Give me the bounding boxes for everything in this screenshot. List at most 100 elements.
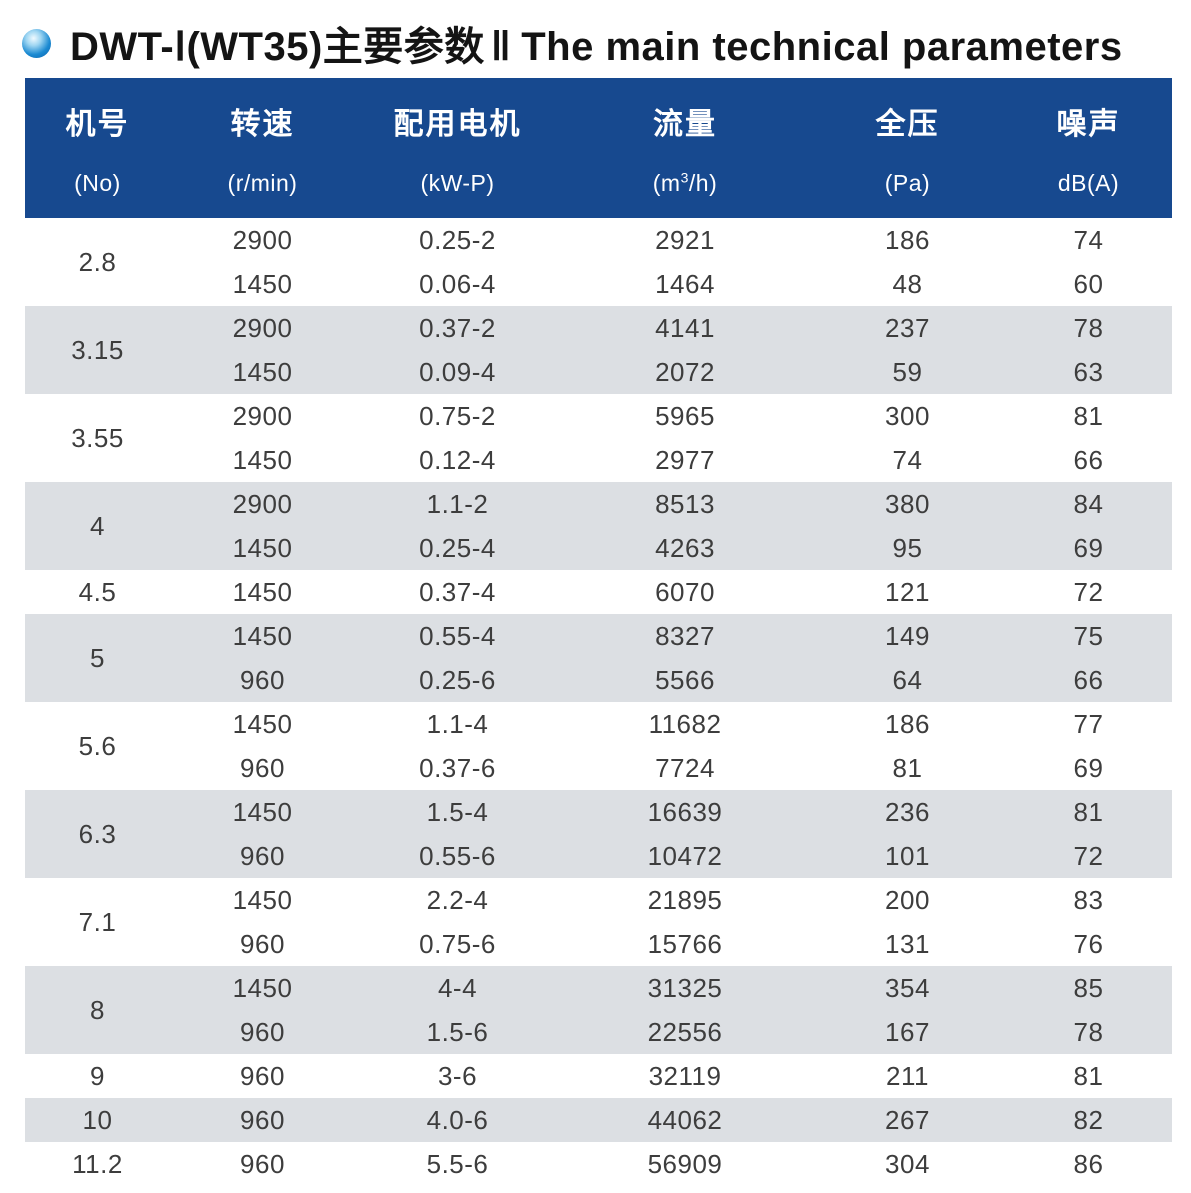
airflow-cell: 2072 [560, 350, 810, 394]
table-row: 4 2900 1.1-2 8513 380 84 [25, 482, 1172, 570]
airflow-cell: 7724 [655, 752, 715, 783]
motor-cell: 4-4 [355, 966, 560, 1010]
noise-cell: 69 [1073, 752, 1104, 783]
col-header-airflow-zh: 流量 [653, 108, 717, 141]
motor-cell: 0.55-4 [355, 614, 560, 658]
speed-cell: 960 [240, 1148, 285, 1179]
col-header-noise: 噪声 dB(A) [1005, 78, 1172, 218]
page-title-en: The main technical parameters [521, 25, 1123, 69]
col-header-airflow: 流量 (m3/h) [560, 78, 810, 218]
page-title: DWT-Ⅰ(WT35)主要参数 ‖ The main technical param… [70, 14, 1123, 72]
airflow-cell: 4141 [560, 306, 810, 350]
table-row: 960 0.75-6 15766 131 76 [25, 922, 1172, 966]
speed-cell: 1450 [232, 444, 293, 475]
noise-cell: 72 [1005, 834, 1172, 878]
speed-cell: 1450 [170, 526, 355, 570]
table-row: 7.1 1450 2.2-4 21895 200 83 [25, 878, 1172, 937]
pressure-cell: 95 [810, 526, 1005, 570]
pressure-cell: 131 [885, 928, 930, 959]
fan-size-cell: 8 [25, 966, 170, 1054]
noise-cell: 69 [1005, 526, 1172, 570]
table-body: 2.8 2900 0.25-2 2921 186 74 1450 0.06-4 1464 48 60… [25, 218, 1172, 1186]
title-divider: ‖ [490, 23, 512, 71]
motor-cell: 4.0-6 [355, 1098, 560, 1142]
pressure-cell: 121 [885, 576, 930, 607]
motor-cell: 0.55-6 [355, 834, 560, 878]
motor-cell: 0.25-2 [419, 224, 496, 255]
noise-cell: 60 [1073, 268, 1104, 299]
noise-cell: 66 [1005, 658, 1172, 702]
airflow-cell: 32119 [648, 1060, 722, 1091]
table-row: 1450 0.25-4 4263 95 69 [25, 526, 1172, 570]
motor-cell: 1.5-4 [355, 790, 560, 834]
table-header: 机号 (No) 转速 (r/min) 配用电机 (kW-P) 流量 (m3/h)… [25, 78, 1172, 218]
pressure-cell: 304 [885, 1148, 930, 1179]
noise-cell: 81 [1073, 400, 1104, 431]
airflow-cell: 10472 [560, 834, 810, 878]
pressure-cell: 236 [810, 790, 1005, 834]
speed-cell: 960 [170, 1010, 355, 1054]
pressure-cell: 48 [892, 268, 923, 299]
motor-cell: 0.12-4 [419, 444, 496, 475]
airflow-cell: 2977 [655, 444, 715, 475]
airflow-cell: 4263 [560, 526, 810, 570]
airflow-cell: 8513 [560, 482, 810, 526]
airflow-cell: 21895 [647, 884, 723, 915]
speed-cell: 960 [170, 1098, 355, 1142]
col-header-speed-zh: 转速 [230, 108, 295, 141]
noise-cell: 74 [1073, 224, 1104, 255]
speed-cell: 1450 [232, 576, 293, 607]
col-header-airflow-unit: (m3/h) [652, 169, 718, 196]
col-header-pressure: 全压 (Pa) [810, 78, 1005, 218]
col-header-noise-zh: 噪声 [1056, 108, 1121, 141]
airflow-cell: 31325 [560, 966, 810, 1010]
speed-cell: 960 [240, 928, 285, 959]
pressure-cell: 74 [892, 444, 923, 475]
table-row: 960 1.5-6 22556 167 78 [25, 1010, 1172, 1054]
fan-size-cell: 4 [25, 482, 170, 570]
col-header-speed-unit: (r/min) [227, 170, 298, 196]
table-row: 1450 0.09-4 2072 59 63 [25, 350, 1172, 394]
noise-cell: 82 [1005, 1098, 1172, 1142]
col-header-pressure-zh: 全压 [875, 108, 940, 141]
speed-cell: 1450 [232, 268, 293, 299]
pressure-cell: 167 [810, 1010, 1005, 1054]
noise-cell: 78 [1005, 1010, 1172, 1054]
noise-cell: 86 [1073, 1148, 1104, 1179]
table-row: 4.5 1450 0.37-4 6070 121 72 [25, 570, 1172, 614]
speed-cell: 1450 [170, 966, 355, 1010]
table-row: 960 0.55-6 10472 101 72 [25, 834, 1172, 878]
noise-cell: 77 [1073, 708, 1104, 739]
col-header-motor-unit: (kW-P) [420, 170, 495, 196]
noise-cell: 81 [1005, 790, 1172, 834]
motor-cell: 2.2-4 [426, 884, 489, 915]
page-title-zh: DWT-Ⅰ(WT35)主要参数 [70, 25, 485, 69]
noise-cell: 83 [1073, 884, 1104, 915]
fan-size-cell: 6.3 [25, 790, 170, 878]
airflow-cell: 22556 [560, 1010, 810, 1054]
noise-cell: 72 [1073, 576, 1104, 607]
pressure-cell: 200 [885, 884, 930, 915]
col-header-noise-unit: dB(A) [1057, 170, 1120, 196]
motor-cell: 0.09-4 [355, 350, 560, 394]
col-header-no: 机号 (No) [25, 78, 170, 218]
pressure-cell: 267 [810, 1098, 1005, 1142]
noise-cell: 75 [1005, 614, 1172, 658]
table-row: 5.6 1450 1.1-4 11682 186 77 [25, 702, 1172, 761]
title-bar: DWT-Ⅰ(WT35)主要参数 ‖ The main technical param… [0, 0, 1191, 74]
motor-cell: 5.5-6 [426, 1148, 489, 1179]
speed-cell: 960 [170, 658, 355, 702]
airflow-cell: 1464 [655, 268, 715, 299]
fan-size-cell: 3.55 [71, 422, 124, 453]
motor-cell: 1.5-6 [355, 1010, 560, 1054]
noise-cell: 63 [1005, 350, 1172, 394]
fan-size-cell: 3.15 [25, 306, 170, 394]
speed-cell: 2900 [170, 482, 355, 526]
pressure-cell: 380 [810, 482, 1005, 526]
pressure-cell: 81 [892, 752, 923, 783]
col-header-motor: 配用电机 (kW-P) [355, 78, 560, 218]
motor-cell: 0.75-2 [419, 400, 496, 431]
pressure-cell: 186 [885, 224, 930, 255]
pressure-cell: 211 [886, 1060, 929, 1091]
fan-size-cell: 7.1 [78, 906, 117, 937]
